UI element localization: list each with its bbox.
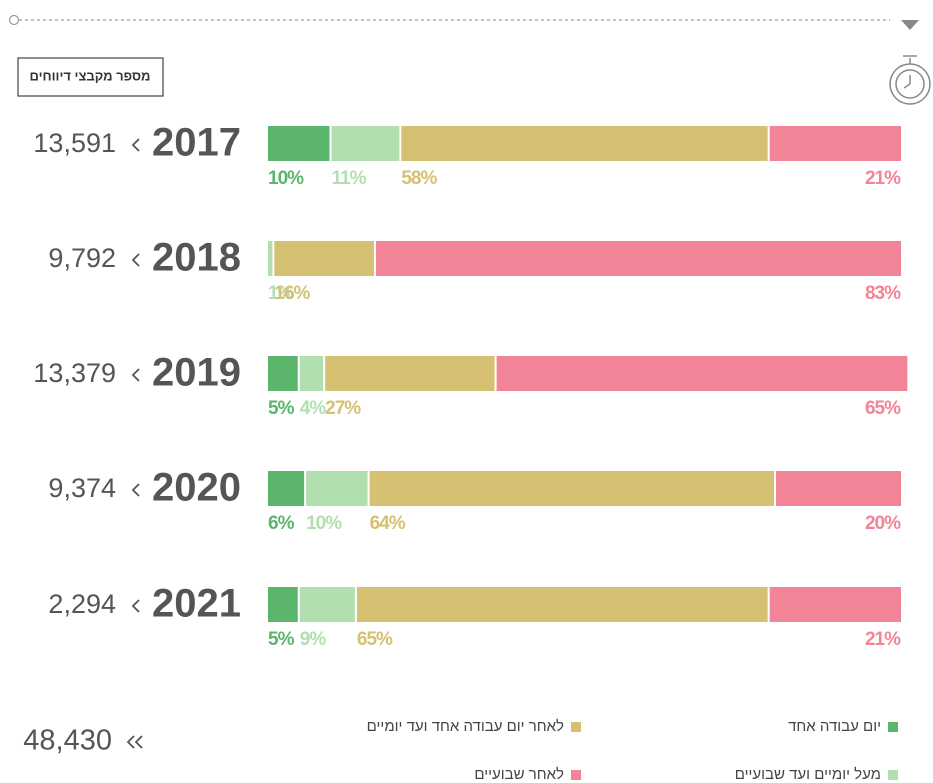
bar-segment bbox=[268, 471, 305, 506]
legend-swatch bbox=[571, 770, 581, 780]
year-label: 2017 bbox=[152, 121, 241, 165]
bar-segment bbox=[401, 126, 768, 161]
legend-label: לאחר יום עבודה אחד ועד יומיים bbox=[367, 718, 564, 735]
value-label: 65% bbox=[865, 398, 901, 419]
bar-segment bbox=[306, 471, 368, 506]
bar-segment bbox=[274, 241, 374, 276]
button[interactable] bbox=[17, 57, 164, 97]
legend-label: לאחר שבועיים bbox=[474, 766, 564, 783]
value-label: 4% bbox=[300, 398, 327, 419]
stopwatch-icon bbox=[889, 55, 931, 105]
value-label: 10% bbox=[306, 513, 342, 534]
value-label: 9% bbox=[300, 629, 327, 650]
bar-segment bbox=[769, 126, 901, 161]
count-label: 9,374 bbox=[48, 473, 116, 503]
bar-segment bbox=[369, 471, 774, 506]
legend-label: מעל יומיים ועד שבועיים bbox=[735, 766, 881, 783]
value-label: 83% bbox=[865, 283, 901, 304]
bar-segment bbox=[268, 241, 273, 276]
bar-segment bbox=[268, 587, 298, 622]
year-label: 2019 bbox=[152, 351, 241, 395]
count-label: 9,792 bbox=[48, 243, 116, 273]
value-label: 64% bbox=[370, 513, 406, 534]
value-label: 1% bbox=[268, 283, 295, 304]
bar-segment bbox=[331, 126, 400, 161]
value-label: 11% bbox=[332, 168, 367, 189]
value-label: 65% bbox=[357, 629, 393, 650]
value-label: 21% bbox=[865, 629, 901, 650]
bar-segment bbox=[496, 356, 908, 391]
year-label: 2020 bbox=[152, 466, 241, 510]
value-label: 58% bbox=[401, 168, 437, 189]
value-label: 16% bbox=[274, 283, 310, 304]
bar-segment bbox=[325, 356, 495, 391]
count-label: 13,591 bbox=[33, 128, 116, 158]
bar-segment bbox=[299, 356, 324, 391]
total: 48,430 bbox=[23, 725, 112, 757]
bar-segment bbox=[769, 587, 901, 622]
double-chevron bbox=[126, 735, 143, 749]
button-label[interactable]: מספר מקבצי דיווחים bbox=[29, 68, 150, 83]
count-label: 2,294 bbox=[48, 589, 116, 619]
value-label: 20% bbox=[865, 513, 901, 534]
chevron bbox=[131, 368, 140, 382]
legend-swatch bbox=[888, 722, 898, 732]
bar-segment bbox=[268, 126, 330, 161]
chevron bbox=[131, 599, 140, 613]
chevron bbox=[131, 253, 140, 267]
bar-segment bbox=[375, 241, 901, 276]
chevron bbox=[131, 138, 140, 152]
year-label: 2021 bbox=[152, 582, 241, 626]
value-label: 5% bbox=[268, 629, 295, 650]
legend-swatch bbox=[571, 722, 581, 732]
value-label: 6% bbox=[268, 513, 295, 534]
legend-label: יום עבודה אחד bbox=[788, 718, 881, 735]
year-label: 2018 bbox=[152, 236, 241, 280]
bar-segment bbox=[356, 587, 768, 622]
value-label: 5% bbox=[268, 398, 295, 419]
chevron bbox=[131, 483, 140, 497]
value-label: 10% bbox=[268, 168, 304, 189]
bar-segment bbox=[776, 471, 901, 506]
dropdown-arrow[interactable] bbox=[901, 20, 919, 30]
bar-segment bbox=[268, 356, 298, 391]
timeline-dot bbox=[8, 14, 20, 26]
bar-segment bbox=[299, 587, 355, 622]
count-label: 13,379 bbox=[33, 358, 116, 388]
value-label: 27% bbox=[325, 398, 361, 419]
value-label: 21% bbox=[865, 168, 901, 189]
legend-swatch bbox=[888, 770, 898, 780]
